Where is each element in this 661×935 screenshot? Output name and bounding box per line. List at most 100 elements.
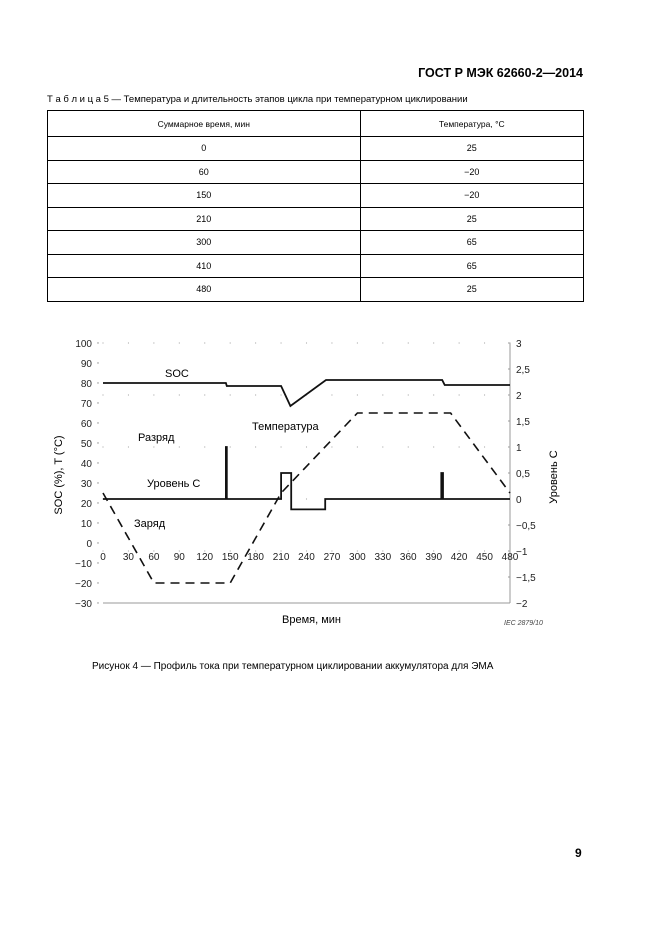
- x-tick-label: 390: [425, 552, 442, 563]
- grid-dot: [102, 550, 104, 552]
- column-header-time: Суммарное время, мин: [47, 110, 361, 137]
- x-tick-label: 270: [324, 552, 341, 563]
- x-tick-label: 30: [123, 552, 135, 563]
- y-right-tick-label: −2: [516, 599, 528, 610]
- grid-dot: [509, 394, 511, 396]
- grid-dot: [204, 446, 206, 448]
- annotation-c-level: Уровень С: [147, 478, 200, 490]
- y-right-tick-label: 0,5: [516, 469, 530, 480]
- y-left-tick-mark: [97, 422, 99, 424]
- x-tick-label: 0: [100, 552, 106, 563]
- grid-dot: [433, 394, 435, 396]
- grid-dot: [382, 342, 384, 344]
- y-left-tick-label: 10: [81, 519, 93, 530]
- grid-dot: [255, 446, 257, 448]
- grid-dot: [483, 550, 486, 552]
- document-id: ГОСТ Р МЭК 62660-2—2014: [418, 66, 583, 80]
- x-tick-label: 120: [196, 552, 213, 563]
- y-left-tick-mark: [97, 362, 99, 364]
- table-row: 150 −20: [47, 183, 585, 208]
- x-tick-label: 330: [374, 552, 391, 563]
- grid-dot: [127, 394, 130, 396]
- annotation-temperature: Температура: [252, 421, 320, 433]
- y-left-tick-label: 50: [81, 439, 93, 450]
- grid-dot: [127, 550, 130, 552]
- y-left-tick-label: 90: [81, 359, 93, 370]
- grid-dot: [305, 550, 308, 552]
- grid-dot: [305, 498, 308, 500]
- table-row: 480 25: [47, 277, 585, 302]
- y-right-tick-label: 1: [516, 443, 522, 454]
- grid-dot: [280, 550, 282, 552]
- grid-dot: [305, 446, 308, 448]
- grid-dot: [509, 446, 511, 448]
- grid-dot: [204, 550, 206, 552]
- x-tick-label: 210: [273, 552, 290, 563]
- cell-temperature: 65: [359, 253, 585, 278]
- grid-dot: [229, 394, 231, 396]
- x-tick-label: 450: [476, 552, 493, 563]
- x-tick-label: 420: [451, 552, 468, 563]
- grid-dot: [305, 342, 308, 344]
- page-number: 9: [575, 846, 582, 860]
- y-left-tick-mark: [97, 442, 99, 444]
- grid-dot: [153, 550, 155, 552]
- grid-dot: [127, 446, 130, 448]
- grid-dot: [102, 342, 104, 344]
- table-caption: Т а б л и ц а 5 — Температура и длительн…: [47, 94, 468, 105]
- grid-dot: [102, 446, 104, 448]
- grid-dot: [280, 394, 282, 396]
- grid-dot: [433, 342, 435, 344]
- y-right-tick-label: 2: [516, 391, 522, 402]
- grid-dot: [280, 342, 282, 344]
- grid-dot: [483, 394, 486, 396]
- grid-dot: [102, 394, 104, 396]
- series-line-c-level: [103, 446, 510, 511]
- y-left-axis-label: SOC (%), T (°C): [53, 435, 65, 514]
- grid-dot: [280, 446, 282, 448]
- grid-dot: [483, 342, 486, 344]
- y-left-tick-label: −30: [75, 599, 92, 610]
- y-right-tick-label: 2,5: [516, 365, 530, 376]
- grid-dot: [407, 446, 409, 448]
- grid-dot: [331, 394, 333, 396]
- cell-time: 410: [47, 253, 361, 278]
- y-right-tick-label: −0,5: [516, 521, 536, 532]
- y-left-tick-label: 100: [75, 339, 92, 350]
- x-tick-label: 150: [222, 552, 239, 563]
- y-left-tick-mark: [97, 542, 99, 544]
- cell-temperature: 25: [359, 136, 585, 161]
- y-left-tick-mark: [97, 602, 99, 604]
- cell-time: 480: [47, 277, 361, 302]
- y-left-tick-mark: [97, 502, 99, 504]
- grid-dot: [255, 342, 257, 344]
- grid-dot: [433, 550, 435, 552]
- y-left-tick-mark: [97, 562, 99, 564]
- grid-dot: [382, 394, 384, 396]
- cell-time: 0: [47, 136, 361, 161]
- x-tick-label: 360: [400, 552, 417, 563]
- annotation-discharge: Разряд: [138, 432, 175, 444]
- grid-dot: [407, 394, 409, 396]
- y-left-tick-label: 40: [81, 459, 93, 470]
- source-label: IEC 2879/10: [504, 620, 543, 627]
- y-left-tick-mark: [97, 342, 99, 344]
- y-left-tick-mark: [97, 462, 99, 464]
- grid-dot: [153, 394, 155, 396]
- grid-dot: [331, 342, 333, 344]
- grid-dot: [356, 446, 358, 448]
- x-tick-label: 90: [174, 552, 186, 563]
- y-left-tick-label: 0: [86, 539, 92, 550]
- x-tick-label: 180: [247, 552, 264, 563]
- y-left-tick-mark: [97, 582, 99, 584]
- y-left-tick-label: 80: [81, 379, 93, 390]
- y-left-tick-mark: [97, 522, 99, 524]
- grid-dot: [255, 550, 257, 552]
- grid-dot: [153, 342, 155, 344]
- y-left-tick-label: 20: [81, 499, 93, 510]
- cell-temperature: 25: [359, 277, 585, 302]
- x-tick-label: 480: [502, 552, 519, 563]
- grid-dot: [153, 446, 155, 448]
- grid-dot: [204, 394, 206, 396]
